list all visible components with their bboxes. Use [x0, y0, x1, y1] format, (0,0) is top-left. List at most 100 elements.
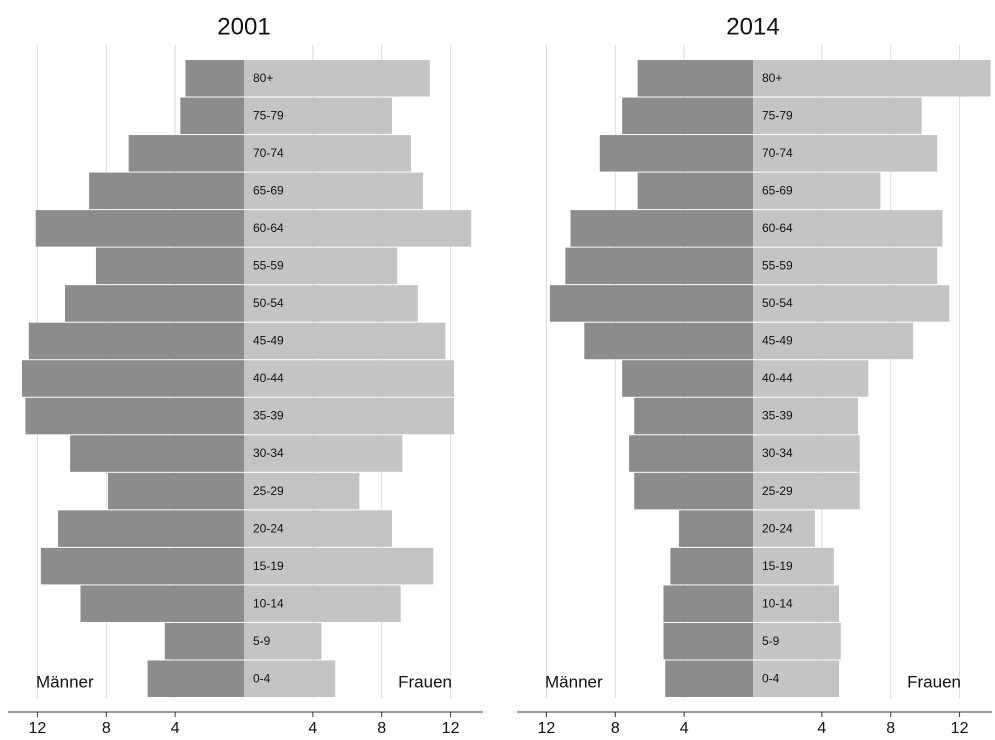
category-label: 65-69: [762, 184, 793, 198]
bar: [244, 622, 322, 660]
bar: [622, 97, 753, 135]
bar: [244, 135, 411, 172]
legend-label: Frauen: [398, 672, 452, 691]
bar: [753, 510, 815, 547]
chart-title: 2014: [726, 13, 779, 40]
bar: [663, 585, 753, 622]
category-label: 25-29: [762, 484, 793, 498]
bar: [753, 397, 859, 435]
category-label: 70-74: [762, 146, 793, 160]
category-label: 70-74: [253, 146, 284, 160]
category-label: 0-4: [762, 671, 780, 685]
category-label: 35-39: [762, 409, 793, 423]
bar: [244, 97, 393, 135]
bar: [244, 172, 424, 210]
bar: [244, 472, 360, 510]
bar: [753, 285, 950, 322]
bar: [244, 285, 418, 322]
x-tick-label: 12: [538, 720, 556, 737]
bar: [244, 660, 336, 697]
bar: [58, 510, 245, 547]
bar: [108, 472, 244, 510]
category-label: 55-59: [762, 259, 793, 273]
bar: [634, 397, 753, 435]
bar: [70, 435, 244, 472]
bar: [21, 360, 244, 397]
category-label: 65-69: [253, 184, 284, 198]
category-label: 55-59: [253, 259, 284, 273]
x-tick-label: 4: [680, 720, 689, 737]
bar: [244, 210, 472, 247]
category-label: 60-64: [253, 221, 284, 235]
category-label: 45-49: [253, 334, 284, 348]
bar: [663, 622, 753, 660]
x-tick-label: 8: [377, 720, 386, 737]
category-label: 15-19: [762, 559, 793, 573]
x-tick-label: 4: [308, 720, 317, 737]
bar: [753, 622, 841, 660]
bar: [244, 322, 446, 360]
bar: [670, 547, 753, 585]
bar: [244, 60, 430, 97]
legend-label: Männer: [545, 672, 603, 691]
bar: [665, 660, 753, 697]
category-label: 20-24: [253, 521, 284, 535]
bar: [629, 435, 753, 472]
chart-title: 2001: [217, 13, 270, 40]
bar: [753, 97, 922, 135]
x-tick-label: 8: [611, 720, 620, 737]
x-tick-label: 8: [886, 720, 895, 737]
bar: [244, 397, 455, 435]
bar: [753, 435, 860, 472]
category-label: 60-64: [762, 221, 793, 235]
x-tick-label: 12: [442, 720, 460, 737]
bar: [35, 210, 245, 247]
category-label: 75-79: [762, 108, 793, 122]
bar: [753, 247, 938, 285]
category-label: 80+: [253, 71, 273, 85]
bar: [89, 172, 244, 210]
category-label: 50-54: [762, 296, 793, 310]
x-tick-label: 4: [171, 720, 180, 737]
bar: [753, 172, 881, 210]
category-label: 30-34: [762, 446, 793, 460]
bar: [637, 60, 753, 97]
category-label: 45-49: [762, 334, 793, 348]
bar: [570, 210, 753, 247]
bar: [753, 472, 860, 510]
bar: [128, 135, 244, 172]
bar: [40, 547, 244, 585]
category-label: 75-79: [253, 108, 284, 122]
category-label: 35-39: [253, 409, 284, 423]
bar: [244, 360, 455, 397]
bar: [180, 97, 244, 135]
bar: [753, 360, 869, 397]
bar: [637, 172, 753, 210]
bar: [753, 585, 840, 622]
category-label: 5-9: [762, 634, 780, 648]
category-label: 25-29: [253, 484, 284, 498]
x-tick-label: 4: [817, 720, 826, 737]
bar: [164, 622, 244, 660]
bar: [753, 547, 834, 585]
legend-label: Frauen: [907, 672, 961, 691]
bar: [244, 547, 434, 585]
bar: [147, 660, 244, 697]
category-label: 10-14: [253, 596, 284, 610]
category-label: 0-4: [253, 671, 271, 685]
bar: [25, 397, 244, 435]
bar: [753, 135, 938, 172]
bar: [634, 472, 753, 510]
bar: [64, 285, 244, 322]
category-label: 30-34: [253, 446, 284, 460]
bar: [28, 322, 245, 360]
category-label: 10-14: [762, 596, 793, 610]
x-tick-label: 12: [951, 720, 969, 737]
bar: [244, 247, 398, 285]
category-label: 40-44: [762, 371, 793, 385]
bar: [584, 322, 753, 360]
bar: [244, 585, 401, 622]
bar: [599, 135, 753, 172]
bar: [753, 60, 991, 97]
